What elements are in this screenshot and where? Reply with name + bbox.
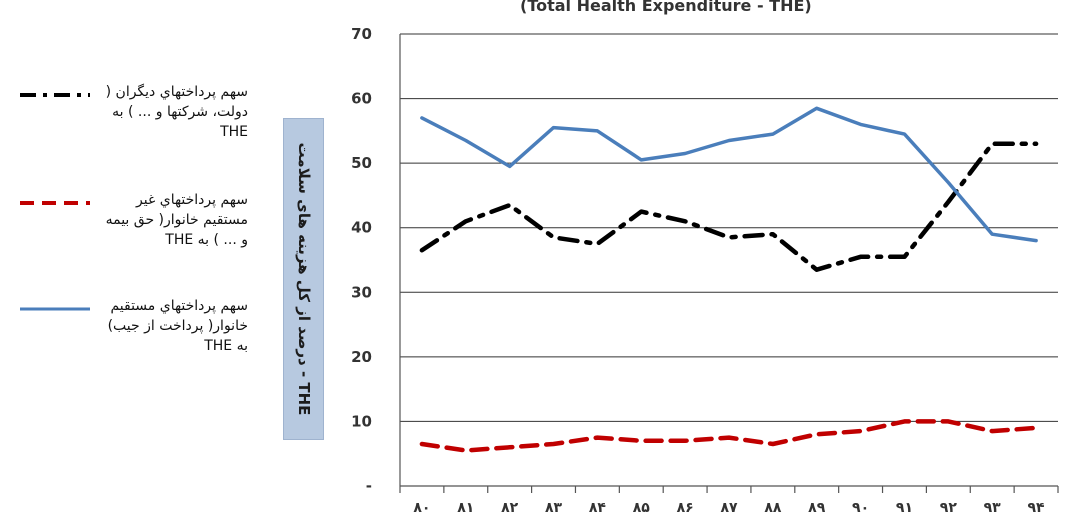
- x-tick-label: ۹۴: [1028, 500, 1046, 516]
- legend-item-others: سهم پرداختهاي ديگران ( دولت، شرکتها و ..…: [14, 82, 254, 182]
- x-tick-label: ۸۹: [808, 500, 826, 516]
- series-2-point: [946, 181, 950, 185]
- series-1-point: [990, 429, 994, 433]
- series-0-point: [464, 219, 468, 223]
- y-tick-label: 70: [351, 25, 372, 43]
- series-2-point: [1034, 239, 1038, 243]
- legend-item-indirect: سهم پرداختهاي غير مستقيم خانوار( حق بيمه…: [14, 190, 254, 290]
- series-1-point: [552, 442, 556, 446]
- legend-swatch-others: [20, 93, 90, 97]
- y-tick-label: 20: [351, 348, 372, 366]
- x-tick-label: ۹۲: [940, 500, 958, 516]
- x-tick-label: ۸۶: [677, 500, 694, 516]
- series-0-point: [1034, 142, 1038, 146]
- series-1-point: [859, 429, 863, 433]
- series-0-point: [508, 203, 512, 207]
- series-1-point: [464, 448, 468, 452]
- series-2-point: [552, 126, 556, 130]
- y-axis-label: THE - درصد از کل هزینه های سلامت: [294, 142, 313, 416]
- series-0-point: [859, 255, 863, 259]
- series-line-1: [419, 419, 1039, 453]
- series-1-point: [1034, 426, 1038, 430]
- x-tick-label: ۸۲: [501, 500, 519, 516]
- series-0-point: [420, 248, 424, 252]
- series-2-point: [902, 132, 906, 136]
- x-tick-label: ۸۸: [764, 500, 782, 516]
- series-line-2: [420, 106, 1038, 243]
- x-tick-label: ۸۳: [545, 500, 563, 516]
- legend-item-direct: سهم پرداختهاي مستقيم خانوار( پرداخت از ج…: [14, 296, 254, 406]
- series-1-point: [815, 432, 819, 436]
- series-0-point: [815, 268, 819, 272]
- series-0-point: [902, 255, 906, 259]
- series-0-point: [990, 142, 994, 146]
- legend-label-others: سهم پرداختهاي ديگران ( دولت، شرکتها و ..…: [105, 84, 248, 140]
- legend-label-indirect: سهم پرداختهاي غير مستقيم خانوار( حق بيمه…: [105, 192, 248, 248]
- legend-swatch-direct: [20, 307, 90, 311]
- series-0-point: [595, 242, 599, 246]
- series-1-point: [946, 419, 950, 423]
- series-1-point: [683, 439, 687, 443]
- x-tick-label: ۸۴: [589, 500, 607, 516]
- y-tick-label: 50: [351, 154, 372, 172]
- y-tick-label: 60: [351, 90, 372, 108]
- series-2-point: [639, 158, 643, 162]
- legend: سهم پرداختهاي ديگران ( دولت، شرکتها و ..…: [14, 82, 254, 412]
- series-2-point: [420, 116, 424, 120]
- series-2-point: [815, 106, 819, 110]
- y-tick-label: 10: [351, 412, 372, 430]
- series-2-point: [859, 122, 863, 126]
- legend-label-direct: سهم پرداختهاي مستقيم خانوار( پرداخت از ج…: [107, 298, 248, 354]
- x-tick-label: ۸۷: [720, 500, 738, 516]
- x-tick-label: ۹۱: [896, 500, 913, 516]
- series-1-point: [508, 445, 512, 449]
- chart-title: (Total Health Expenditure - THE): [520, 0, 812, 15]
- x-tick-label: ۹۳: [984, 500, 1002, 516]
- x-tick-label: ۸۵: [633, 500, 651, 516]
- x-tick-label: ۹۰: [852, 500, 869, 516]
- series-1-point: [595, 436, 599, 440]
- y-axis-label-box: THE - درصد از کل هزینه های سلامت: [283, 118, 324, 440]
- series-2-point: [990, 232, 994, 236]
- series-0-point: [639, 210, 643, 214]
- series-1-point: [727, 436, 731, 440]
- series-2-point: [683, 151, 687, 155]
- series-0-point: [771, 232, 775, 236]
- y-tick-label: -: [366, 477, 372, 495]
- series-1-point: [420, 442, 424, 446]
- series-0-point: [683, 219, 687, 223]
- series-1-point: [639, 439, 643, 443]
- series-2-point: [464, 139, 468, 143]
- legend-swatch-indirect: [20, 201, 90, 205]
- series-2-point: [771, 132, 775, 136]
- series-2-point: [508, 164, 512, 168]
- series-0-point: [552, 235, 556, 239]
- x-tick-label: ۸۱: [457, 500, 474, 516]
- series-0-point: [946, 200, 950, 204]
- series-1-point: [771, 442, 775, 446]
- y-tick-label: 30: [351, 283, 372, 301]
- x-tick-label: ۸۰: [413, 500, 430, 516]
- y-tick-label: 40: [351, 219, 372, 237]
- series-2-point: [595, 129, 599, 133]
- series-0-point: [727, 235, 731, 239]
- series-1-point: [902, 419, 906, 423]
- series-2-point: [727, 139, 731, 143]
